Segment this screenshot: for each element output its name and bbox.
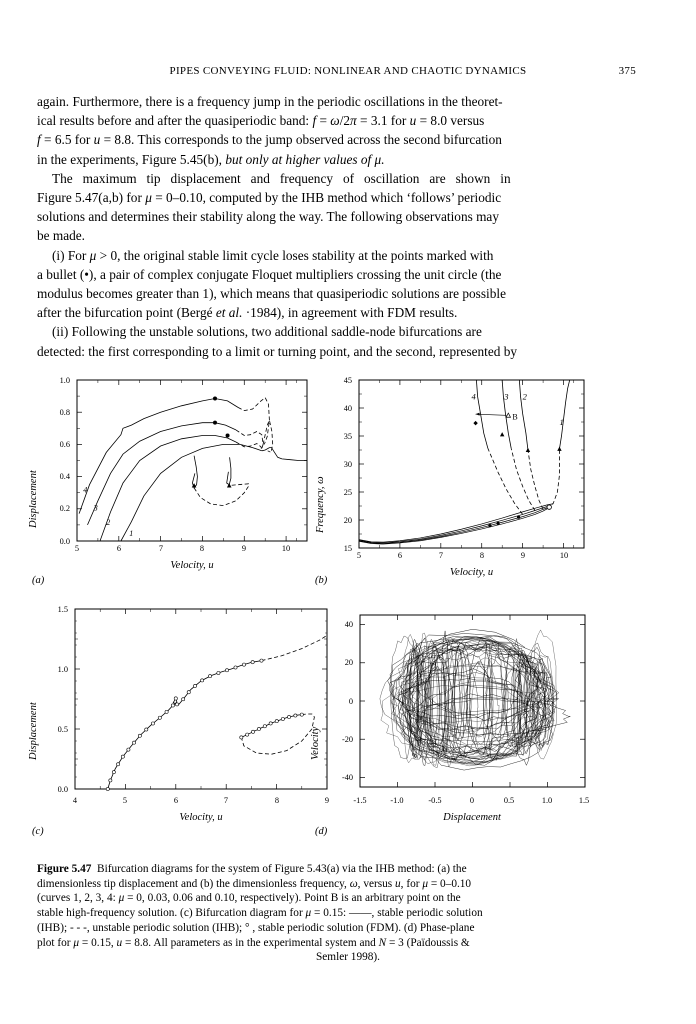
- svg-text:3: 3: [93, 503, 98, 512]
- svg-text:2: 2: [106, 518, 110, 527]
- svg-text:3: 3: [503, 392, 508, 402]
- svg-text:1: 1: [129, 529, 133, 538]
- svg-text:4: 4: [83, 486, 87, 495]
- svg-text:B: B: [512, 412, 517, 421]
- svg-text:2: 2: [523, 392, 528, 402]
- svg-text:1: 1: [559, 417, 563, 427]
- svg-text:4: 4: [472, 392, 477, 402]
